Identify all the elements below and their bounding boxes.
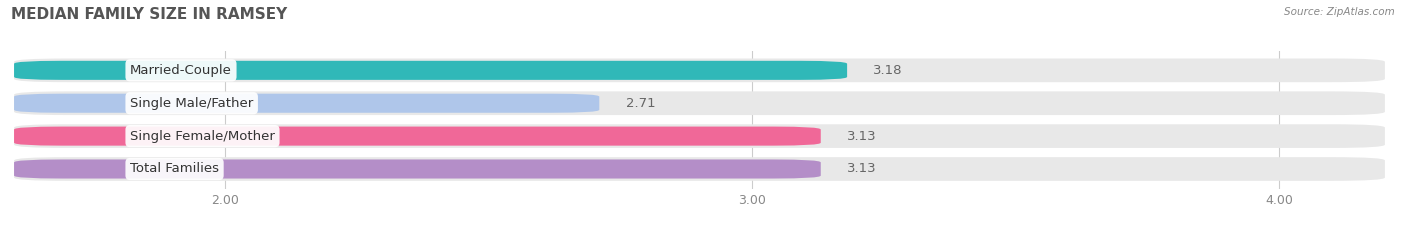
Text: 3.13: 3.13 xyxy=(846,162,877,175)
Text: Married-Couple: Married-Couple xyxy=(129,64,232,77)
FancyBboxPatch shape xyxy=(14,127,821,146)
Text: 3.18: 3.18 xyxy=(873,64,903,77)
Text: Total Families: Total Families xyxy=(129,162,219,175)
FancyBboxPatch shape xyxy=(14,94,599,113)
Text: Single Female/Mother: Single Female/Mother xyxy=(129,130,276,143)
Text: MEDIAN FAMILY SIZE IN RAMSEY: MEDIAN FAMILY SIZE IN RAMSEY xyxy=(11,7,287,22)
FancyBboxPatch shape xyxy=(14,124,1385,148)
Text: Source: ZipAtlas.com: Source: ZipAtlas.com xyxy=(1284,7,1395,17)
FancyBboxPatch shape xyxy=(14,58,1385,82)
Text: 3.13: 3.13 xyxy=(846,130,877,143)
FancyBboxPatch shape xyxy=(14,159,821,178)
FancyBboxPatch shape xyxy=(14,61,846,80)
Text: 2.71: 2.71 xyxy=(626,97,655,110)
FancyBboxPatch shape xyxy=(14,157,1385,181)
Text: Single Male/Father: Single Male/Father xyxy=(129,97,253,110)
FancyBboxPatch shape xyxy=(14,91,1385,115)
